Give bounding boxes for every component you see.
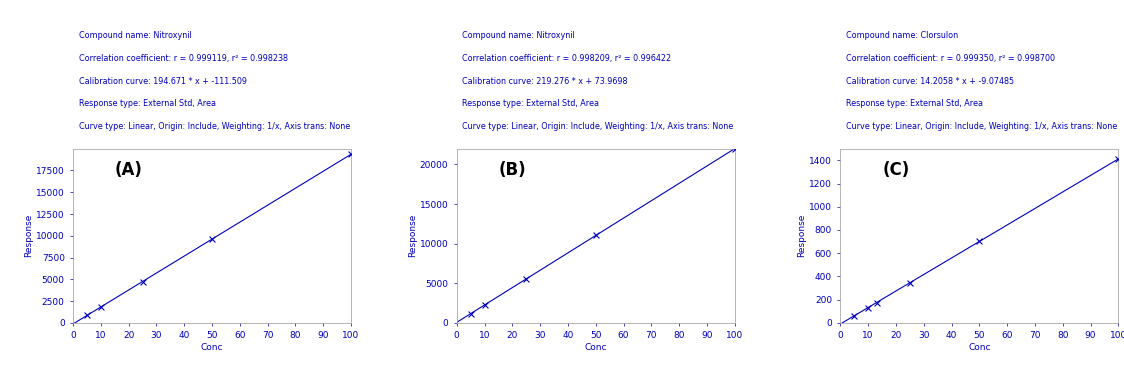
- Text: Calibration curve: 14.2058 * x + -9.07485: Calibration curve: 14.2058 * x + -9.0748…: [846, 77, 1014, 86]
- Text: (C): (C): [882, 161, 909, 179]
- X-axis label: Conc: Conc: [584, 343, 607, 352]
- Point: [342, 151, 360, 157]
- Text: Curve type: Linear, Origin: Include, Weighting: 1/x, Axis trans: None: Curve type: Linear, Origin: Include, Wei…: [846, 122, 1117, 131]
- Text: Correlation coefficient: r = 0.998209, r² = 0.996422: Correlation coefficient: r = 0.998209, r…: [462, 54, 671, 63]
- Text: Response type: External Std, Area: Response type: External Std, Area: [462, 99, 599, 109]
- Point: [134, 279, 152, 284]
- Point: [845, 313, 863, 319]
- X-axis label: Conc: Conc: [968, 343, 990, 352]
- Text: Calibration curve: 219.276 * x + 73.9698: Calibration curve: 219.276 * x + 73.9698: [462, 77, 628, 86]
- Text: Calibration curve: 194.671 * x + -111.509: Calibration curve: 194.671 * x + -111.50…: [79, 77, 246, 86]
- Y-axis label: Response: Response: [25, 214, 34, 258]
- Point: [859, 305, 877, 310]
- Text: Compound name: Nitroxynil: Compound name: Nitroxynil: [462, 31, 575, 40]
- Point: [462, 311, 480, 317]
- Point: [203, 236, 221, 242]
- X-axis label: Conc: Conc: [201, 343, 224, 352]
- Text: Correlation coefficient: r = 0.999119, r² = 0.998238: Correlation coefficient: r = 0.999119, r…: [79, 54, 288, 63]
- Point: [517, 276, 535, 282]
- Point: [475, 302, 493, 308]
- Point: [587, 233, 605, 239]
- Text: Curve type: Linear, Origin: Include, Weighting: 1/x, Axis trans: None: Curve type: Linear, Origin: Include, Wei…: [79, 122, 350, 131]
- Point: [726, 146, 744, 152]
- Text: Compound name: Clorsulon: Compound name: Clorsulon: [846, 31, 958, 40]
- Text: Curve type: Linear, Origin: Include, Weighting: 1/x, Axis trans: None: Curve type: Linear, Origin: Include, Wei…: [462, 122, 734, 131]
- Text: Response type: External Std, Area: Response type: External Std, Area: [846, 99, 984, 109]
- Text: Response type: External Std, Area: Response type: External Std, Area: [79, 99, 216, 109]
- Point: [78, 313, 96, 319]
- Text: (B): (B): [499, 161, 526, 179]
- Y-axis label: Response: Response: [408, 214, 417, 258]
- Text: Compound name: Nitroxynil: Compound name: Nitroxynil: [79, 31, 191, 40]
- Point: [970, 239, 988, 244]
- Y-axis label: Response: Response: [797, 214, 806, 258]
- Point: [900, 280, 918, 286]
- Point: [92, 304, 110, 310]
- Text: (A): (A): [115, 161, 143, 179]
- Text: Correlation coefficient: r = 0.999350, r² = 0.998700: Correlation coefficient: r = 0.999350, r…: [846, 54, 1055, 63]
- Point: [1109, 156, 1124, 162]
- Point: [868, 299, 886, 305]
